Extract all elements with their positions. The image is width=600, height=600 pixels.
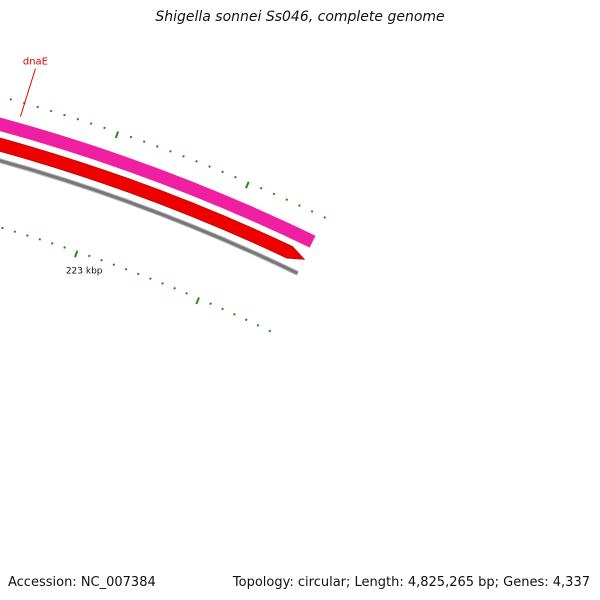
tick-mark bbox=[285, 198, 289, 201]
tick-mark bbox=[103, 126, 106, 130]
gene-label-dnaE: dnaE bbox=[23, 57, 48, 68]
tick-mark bbox=[298, 204, 301, 207]
tick-mark bbox=[268, 329, 272, 333]
gene-track-upper bbox=[0, 116, 317, 249]
tick-mark bbox=[50, 242, 54, 245]
map-title: Shigella sonnei Ss046, complete genome bbox=[155, 9, 445, 25]
tick-mark bbox=[259, 186, 263, 190]
accession-text: Accession: NC_007384 bbox=[8, 575, 156, 590]
tick-mark bbox=[244, 318, 248, 322]
tick-mark bbox=[256, 323, 260, 327]
tick-mark bbox=[74, 250, 79, 258]
tick-mark bbox=[9, 98, 13, 101]
tick-mark bbox=[63, 113, 66, 117]
tick-mark bbox=[76, 118, 80, 121]
tick-mark bbox=[136, 272, 140, 276]
tick-mark bbox=[26, 234, 29, 237]
tick-mark bbox=[233, 312, 236, 316]
tick-mark bbox=[38, 238, 42, 241]
tick-mark bbox=[169, 150, 172, 153]
tick-mark bbox=[124, 267, 128, 271]
tick-mark bbox=[156, 145, 159, 148]
tick-mark bbox=[221, 170, 224, 174]
gene-label-layer: yaeThlpAlpxDfabZlpxAlpxBrnhBdnaE bbox=[19, 57, 48, 117]
tick-mark bbox=[245, 181, 250, 189]
backbone-arc bbox=[0, 159, 299, 275]
tick-mark bbox=[234, 175, 237, 179]
tick-mark bbox=[100, 258, 103, 262]
tick-mark bbox=[209, 302, 212, 305]
tick-mark bbox=[173, 287, 176, 290]
backbone-shadow bbox=[0, 158, 299, 276]
gene-leader-line bbox=[19, 68, 36, 117]
tick-mark bbox=[149, 277, 152, 280]
outer-tick-track bbox=[9, 98, 327, 219]
tick-mark bbox=[195, 160, 198, 163]
tick-mark bbox=[208, 165, 211, 168]
tick-mark bbox=[161, 282, 164, 285]
tick-mark bbox=[49, 109, 53, 113]
cds-arrow-8 bbox=[0, 137, 306, 260]
tick-mark bbox=[323, 216, 327, 219]
gene-track-lower bbox=[0, 137, 306, 260]
genome-summary: Topology: circular; Length: 4,825,265 bp… bbox=[232, 575, 590, 590]
tick-mark bbox=[112, 263, 116, 266]
backbone-line bbox=[0, 158, 299, 276]
tick-mark bbox=[221, 307, 224, 311]
gene-block-8 bbox=[0, 116, 317, 249]
tick-mark bbox=[195, 297, 200, 305]
tick-mark bbox=[142, 140, 146, 143]
tick-mark bbox=[182, 155, 185, 158]
tick-mark bbox=[89, 122, 93, 125]
tick-mark bbox=[63, 246, 66, 249]
tick-mark bbox=[129, 135, 133, 139]
tick-mark bbox=[185, 292, 188, 295]
tick-mark bbox=[36, 105, 39, 109]
tick-mark bbox=[1, 226, 4, 230]
kbp-label: 223 kbp bbox=[66, 266, 103, 276]
tick-mark bbox=[88, 254, 91, 258]
inner-tick-track bbox=[1, 226, 272, 333]
tick-mark bbox=[272, 192, 276, 196]
tick-mark bbox=[310, 210, 314, 213]
tick-mark bbox=[13, 230, 17, 233]
kbp-label-layer: 214 kbp215 kbp216 kbp217 kbp218 kbp219 k… bbox=[66, 266, 103, 276]
tick-mark bbox=[114, 131, 120, 139]
